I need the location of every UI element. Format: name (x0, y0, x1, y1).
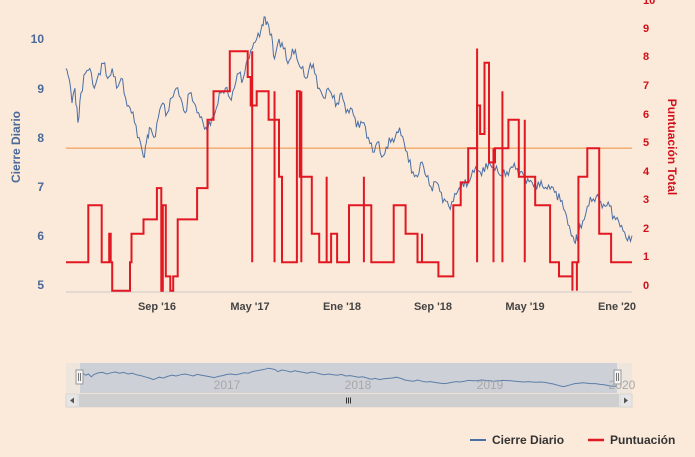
legend: Cierre Diario Puntuación (470, 433, 675, 447)
x-tick: Ene '18 (323, 301, 361, 313)
x-tick: Sep '16 (138, 301, 176, 313)
navigator-label: 2017 (214, 378, 241, 392)
legend-item-puntuacion[interactable]: Puntuación (588, 433, 675, 447)
navigator-handle-left[interactable] (75, 369, 84, 385)
navigator-selected-range[interactable] (80, 363, 617, 393)
y-tick-right: 1 (643, 251, 649, 263)
y-tick-left: 9 (37, 82, 44, 96)
y-tick-right: 8 (643, 51, 649, 63)
series-line-puntuacion (66, 50, 632, 292)
y-tick-right: 9 (643, 23, 649, 35)
navigator-label: 2018 (345, 378, 372, 392)
legend-label: Cierre Diario (492, 433, 564, 447)
legend-item-cierre-diario[interactable]: Cierre Diario (470, 433, 564, 447)
y-axis-title-left: Cierre Diario (9, 111, 23, 183)
y-tick-left: 10 (31, 32, 45, 46)
series-spikes-puntuacion (251, 48, 578, 291)
scrollbar[interactable] (65, 393, 633, 408)
series-line-cierre-diario (65, 16, 633, 245)
y-tick-right: 0 (643, 280, 649, 292)
y-tick-right: 3 (643, 194, 649, 206)
y-tick-left: 8 (37, 131, 44, 145)
navigator-handle-right[interactable] (613, 369, 622, 385)
y-tick-right: 5 (643, 137, 649, 149)
navigator-label: 2020 (609, 378, 636, 392)
navigator-label: 2019 (477, 378, 504, 392)
legend-label: Puntuación (610, 433, 675, 447)
y-tick-left: 7 (37, 180, 44, 194)
y-axis-title-right: Puntuación Total (665, 99, 679, 195)
navigator-series-line (79, 367, 618, 388)
y-tick-right: 7 (643, 80, 649, 92)
y-tick-left: 5 (37, 278, 44, 292)
y-tick-right: 4 (643, 166, 650, 178)
y-tick-right: 2 (643, 223, 649, 235)
navigator[interactable]: 2017 2018 2019 2020 (66, 363, 636, 393)
x-tick: May '17 (230, 301, 269, 313)
plot-area (65, 16, 633, 293)
x-tick: May '19 (505, 301, 544, 313)
grip-icon (346, 397, 351, 404)
x-tick: Ene '20 (598, 301, 636, 313)
arrow-left-icon (70, 397, 74, 404)
y-tick-right: 10 (643, 0, 655, 7)
x-tick: Sep '18 (414, 301, 452, 313)
arrow-right-icon (624, 397, 628, 404)
y-tick-right: 6 (643, 109, 649, 121)
y-tick-left: 6 (37, 229, 44, 243)
